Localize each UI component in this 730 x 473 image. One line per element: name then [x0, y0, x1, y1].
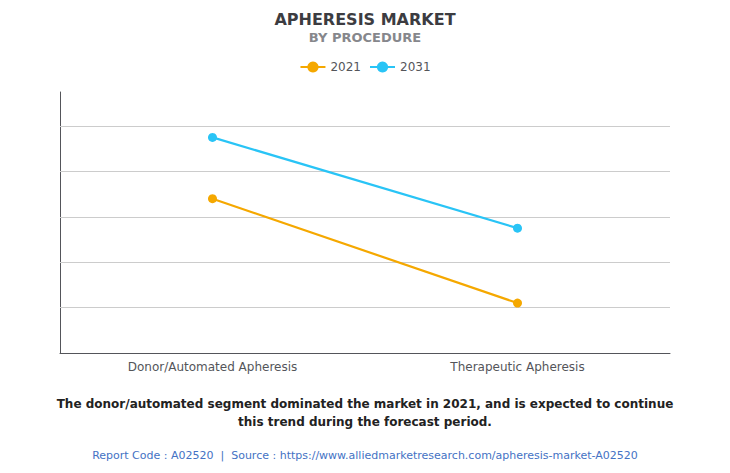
svg-text:APHERESIS MARKET: APHERESIS MARKET: [274, 10, 455, 29]
svg-text:The donor/automated segment do: The donor/automated segment dominated th…: [57, 397, 674, 411]
svg-text:BY PROCEDURE: BY PROCEDURE: [309, 30, 421, 45]
svg-text:Donor/Automated Apheresis: Donor/Automated Apheresis: [128, 360, 298, 374]
svg-text:2021: 2021: [330, 60, 361, 74]
svg-text:Therapeutic Apheresis: Therapeutic Apheresis: [449, 360, 584, 374]
svg-text:this trend during the forecast: this trend during the forecast period.: [238, 415, 492, 429]
svg-text:Report Code : A02520 | Sourc: Report Code : A02520 | Source : https://…: [92, 449, 638, 462]
svg-text:2031: 2031: [400, 60, 431, 74]
